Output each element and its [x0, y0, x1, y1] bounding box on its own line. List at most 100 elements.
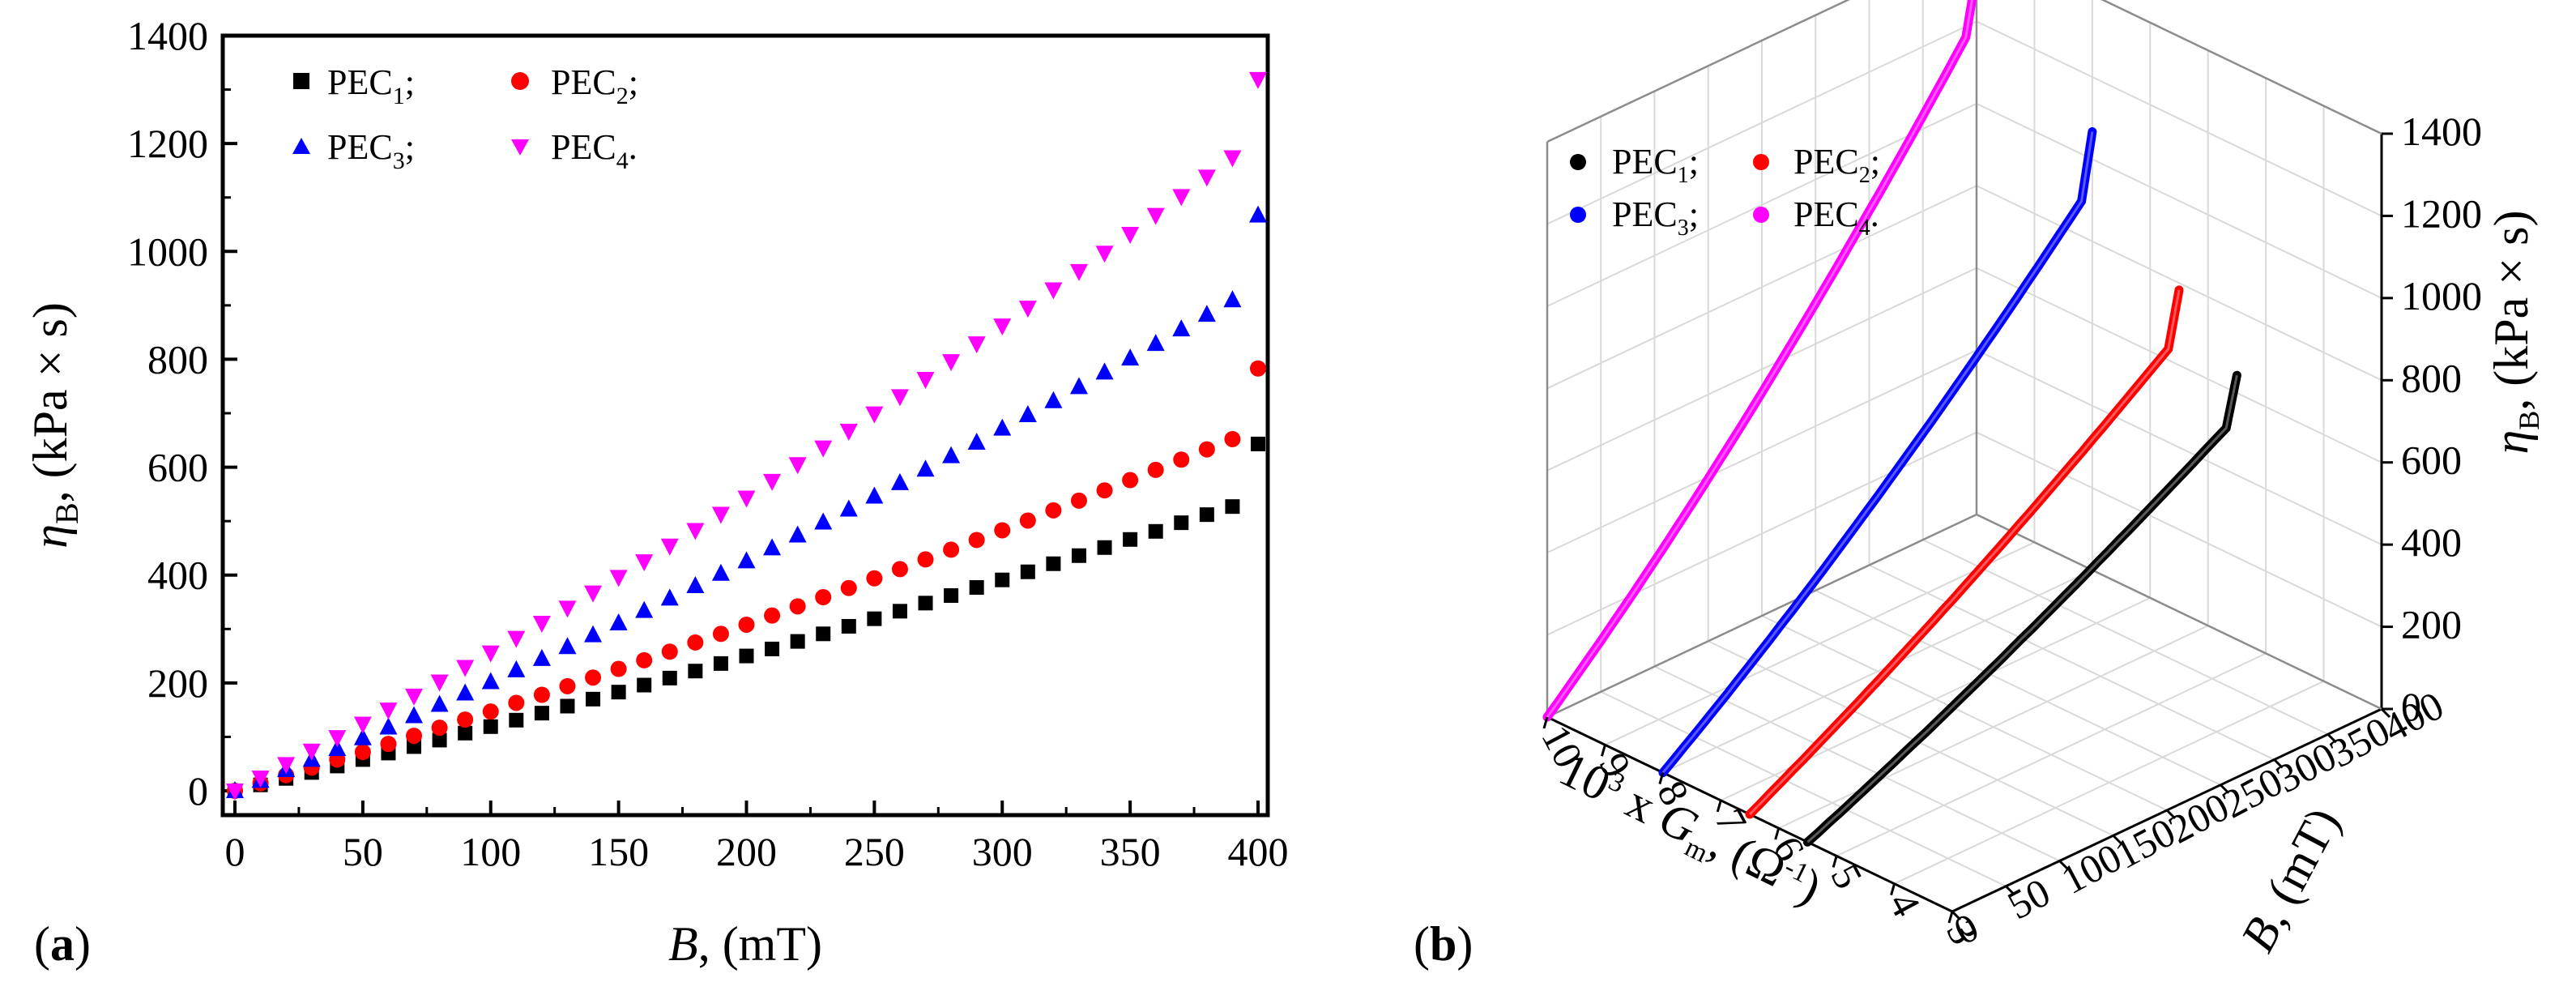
data-point-pec2 — [866, 570, 883, 587]
legend-marker-pec2 — [511, 72, 529, 90]
data-point-pec2 — [1250, 360, 1266, 377]
grid-line-b — [1976, 349, 2382, 546]
x-tick-label-a: 300 — [972, 829, 1033, 874]
data-point-pec4 — [1095, 246, 1114, 263]
legend-marker-pec2-b — [1753, 154, 1769, 170]
data-point-pec4 — [865, 406, 884, 424]
data-point-pec3 — [1223, 290, 1242, 308]
axis-ticks-a: 0 50 100 150 200 250 300 350 400 0 200 400 600 800 100… — [127, 13, 1289, 874]
z-tick-label-b: 1000 — [2401, 273, 2482, 318]
data-point-pec2 — [840, 579, 857, 596]
y-tick-label-a: 600 — [147, 445, 208, 490]
curves-3d-b — [1542, 0, 2241, 847]
data-point-pec4 — [226, 784, 244, 801]
data-point-pec1 — [969, 580, 984, 596]
data-point-pec2 — [994, 522, 1011, 539]
z-axis-label-b: ηB, (kPa × s) — [2484, 211, 2545, 455]
data-point-pec3 — [328, 739, 347, 757]
data-point-pec2 — [1224, 430, 1241, 447]
z-tick-label-b: 400 — [2401, 519, 2462, 565]
grid-line-b — [1662, 569, 2093, 774]
data-point-pec1 — [688, 664, 703, 679]
data-point-pec1 — [637, 677, 652, 693]
z-tick-label-b: 600 — [2401, 438, 2462, 483]
curve-pec2 — [1745, 285, 2184, 819]
data-point-pec4 — [942, 354, 961, 372]
y-axis-label-a: ηB, (kPa × s) — [23, 302, 85, 549]
data-point-pec3 — [609, 613, 628, 630]
z-tick-label-b: 1200 — [2401, 190, 2482, 236]
series-pec2 — [227, 360, 1266, 799]
chart-a: 0 50 100 150 200 250 300 350 400 0 200 400 600 800 100… — [23, 13, 1289, 971]
y-tick-label-a: 800 — [147, 336, 208, 382]
data-point-pec1 — [918, 596, 933, 611]
grid-line-b — [1976, 431, 2382, 628]
grid-line-b — [1778, 625, 2209, 830]
x-tick-label-a: 350 — [1100, 829, 1161, 874]
legend-marker-pec3 — [292, 138, 310, 154]
data-point-pec3 — [507, 660, 526, 677]
panel-label-a: (a) — [34, 917, 91, 971]
y-tick-b — [2005, 885, 2015, 895]
grid-line-b — [1976, 20, 2382, 217]
data-point-pec4 — [967, 336, 986, 354]
chart-b: 0200400600800100012001400050100150200250… — [1414, 0, 2545, 971]
data-point-pec4 — [993, 318, 1012, 336]
curve-highlight-pec3 — [1661, 131, 2094, 774]
data-point-pec3 — [686, 576, 705, 594]
data-point-pec1 — [1123, 532, 1138, 547]
data-point-pec1 — [432, 732, 447, 748]
data-point-pec4 — [686, 523, 705, 540]
x-tick-b — [1658, 772, 1665, 784]
curve-pec4 — [1542, 0, 1977, 722]
legend-a: PEC1; PEC2; PEC3; PEC4. — [292, 62, 638, 174]
data-point-pec1 — [944, 588, 959, 604]
x-tick-label-a: 400 — [1228, 829, 1289, 874]
data-point-pec4 — [277, 757, 296, 775]
data-point-pec1 — [1174, 515, 1189, 531]
data-point-pec3 — [1146, 334, 1165, 352]
data-point-pec2 — [380, 736, 397, 753]
data-point-pec4 — [353, 716, 372, 734]
x-tick-label-a: 0 — [225, 829, 245, 874]
x-tick-label-a: 250 — [844, 829, 905, 874]
data-point-pec4 — [1146, 207, 1165, 225]
z-tick-label-b: 800 — [2401, 355, 2462, 400]
data-point-pec4 — [763, 473, 782, 491]
x-tick-b — [1890, 883, 1896, 896]
grid-line-b — [1869, 564, 2275, 761]
legend-label-pec3: PEC3; — [327, 127, 415, 174]
data-point-pec3 — [890, 472, 909, 490]
y-tick-b — [2327, 733, 2337, 744]
data-point-pec3 — [1197, 305, 1216, 322]
grid-line-b — [1708, 640, 2114, 837]
y-axis-label-b: B, (mT) — [2231, 799, 2350, 960]
grid-line-b — [1976, 185, 2382, 382]
data-point-pec1 — [483, 719, 498, 734]
data-point-pec3 — [379, 717, 398, 735]
legend-label-pec4: PEC4. — [551, 127, 638, 174]
data-point-pec4 — [507, 630, 526, 648]
data-point-pec3 — [558, 637, 577, 655]
data-point-pec2 — [661, 643, 678, 660]
data-point-pec2 — [891, 561, 908, 578]
data-point-pec2 — [406, 728, 423, 745]
x-tick-b — [1600, 744, 1606, 757]
data-point-pec3 — [763, 538, 782, 556]
data-point-pec1 — [816, 626, 831, 642]
data-point-pec1 — [739, 648, 754, 664]
x-tick-label-a: 100 — [460, 829, 521, 874]
data-point-pec2 — [687, 634, 704, 651]
data-point-pec4 — [379, 702, 398, 720]
data-point-pec4 — [839, 423, 858, 441]
data-point-pec4 — [1249, 71, 1267, 89]
data-point-pec4 — [405, 688, 424, 706]
data-point-pec1 — [1071, 548, 1086, 563]
grid-line-b — [1761, 615, 2168, 811]
data-point-pec1 — [841, 618, 856, 634]
data-point-pec3 — [1018, 404, 1037, 422]
frame-line-b — [1976, 513, 2382, 711]
data-point-pec2 — [789, 598, 806, 615]
data-point-pec3 — [839, 499, 858, 517]
